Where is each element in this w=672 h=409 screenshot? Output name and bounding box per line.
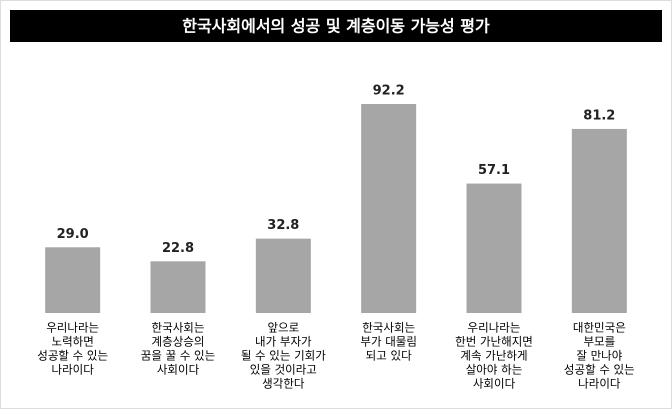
x-tick-label: 한국사회는 [152,321,205,335]
x-tick-label: 될 수 있는 기회가 [241,349,326,363]
x-tick-label: 한번 가난해지면 [455,335,533,349]
bar [571,128,627,313]
x-tick-label: 계속 가난하게 [460,349,527,363]
x-tick-label: 잘 만나야 [576,349,622,363]
x-tick-label: 나라이다 [578,377,621,391]
x-tick-label: 살아야 하는 [466,363,523,377]
x-tick-label: 부모를 [583,335,615,349]
title-banner [10,10,662,42]
bar [361,104,417,313]
x-tick-label: 생각한다 [262,377,305,391]
x-tick-label: 앞으로 [267,321,299,335]
x-tick-label: 꿈을 꿀 수 있는 [141,349,215,363]
x-tick-label: 나라이다 [52,363,95,377]
x-tick-label: 한국사회는 [362,321,415,335]
value-label: 29.0 [57,227,89,242]
value-label: 92.2 [373,84,405,99]
x-tick-label: 노력하면 [52,335,94,349]
value-label: 32.8 [267,218,299,233]
x-tick-label: 우리나라는 [46,321,99,335]
value-label: 81.2 [583,108,615,123]
x-tick-label: 사회이다 [473,377,516,391]
bar [255,238,311,313]
chart-title: 한국사회에서의 성공 및 계층이동 가능성 평가 [182,17,490,36]
x-tick-label: 성공할 수 있는 [564,363,635,377]
value-label: 57.1 [478,163,510,178]
bar [150,261,206,313]
value-label: 22.8 [162,241,194,256]
x-tick-label: 성공할 수 있는 [37,349,108,363]
x-tick-label: 내가 부자가 [255,335,312,349]
x-tick-label: 대한민국은 [573,321,626,335]
x-tick-label: 부가 대물림 [360,335,417,349]
x-tick-label: 계층상승의 [152,335,205,349]
x-tick-label: 있을 것이라고 [250,363,317,377]
x-tick-label: 되고 있다 [366,349,412,363]
x-tick-label: 사회이다 [157,363,200,377]
x-tick-label: 우리나라는 [468,321,521,335]
bar [45,247,101,313]
bar [466,183,522,313]
